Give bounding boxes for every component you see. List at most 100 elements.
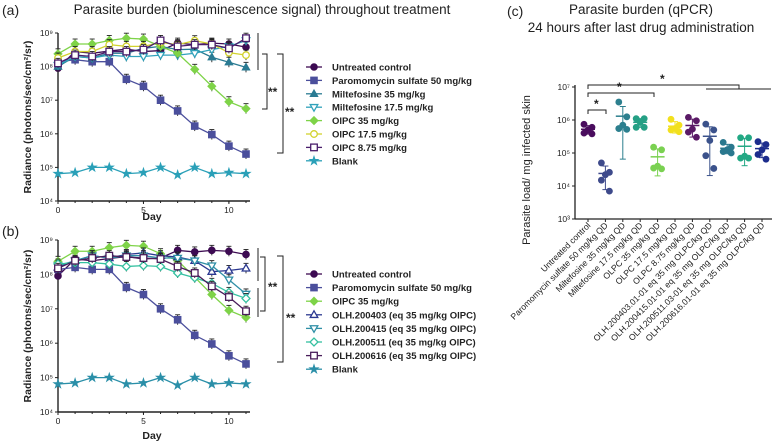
data-point (172, 254, 183, 264)
data-point (155, 51, 166, 61)
data-point (745, 134, 752, 142)
data-point (650, 164, 657, 172)
panel-b-legend: Untreated control Paromomycin sulfate 50 … (306, 270, 476, 376)
panel-a-ylabel: Radiance (photons/sec/cm²/sr) (22, 41, 34, 194)
data-point (241, 263, 251, 272)
data-point (598, 159, 605, 167)
sig-bracket (587, 84, 740, 89)
series-line (57, 376, 247, 386)
series-blank (52, 371, 252, 390)
series-line (57, 244, 247, 319)
y-tick-label: 10⁷ (40, 95, 53, 105)
data-point (242, 150, 250, 158)
data-point (632, 123, 640, 131)
legend-label: Paromomycin sulfate 50 mg/kg (332, 76, 472, 87)
data-point (636, 118, 644, 126)
data-point (137, 377, 150, 388)
group-5 (667, 115, 683, 136)
data-point (667, 115, 675, 123)
data-point (139, 45, 148, 54)
data-point (223, 166, 235, 178)
data-point (737, 134, 744, 142)
data-point (105, 251, 114, 260)
series-line (57, 59, 247, 155)
legend-label: Blank (332, 365, 359, 376)
data-point (606, 187, 613, 195)
panel-a-xlabel: Day (142, 211, 161, 223)
x-tick-label: 0 (56, 205, 61, 215)
data-point (189, 371, 201, 383)
legend-marker (309, 296, 319, 306)
data-point (693, 133, 700, 141)
series-line (57, 261, 247, 300)
group-3 (632, 115, 648, 131)
data-point (223, 276, 234, 285)
group-6 (685, 113, 700, 141)
data-point (225, 247, 233, 256)
data-point (242, 34, 250, 43)
legend-label: Paromomycin sulfate 50 mg/kg (332, 283, 472, 294)
series-olpc-8-75-mg-kg (54, 32, 250, 69)
legend-label: OlPC 35 mg/kg (332, 116, 399, 127)
legend-label: OLH.200403 (eq 35 mg/kg OlPC) (332, 310, 476, 321)
data-point (122, 283, 131, 292)
series-olpc-35-mg-kg (53, 239, 251, 323)
data-point (122, 47, 131, 56)
data-point (190, 64, 200, 74)
group-10 (754, 138, 770, 163)
data-point (103, 161, 115, 173)
panel-b-label: (b) (2, 223, 19, 239)
data-point (173, 42, 182, 51)
data-point (588, 130, 596, 138)
data-point (189, 161, 201, 173)
sig-bracket (277, 255, 284, 363)
group-4 (650, 143, 665, 177)
data-point (224, 97, 234, 107)
legend-marker (310, 63, 318, 71)
data-point (754, 138, 762, 146)
data-point (190, 122, 199, 130)
data-point (241, 103, 251, 114)
data-point (156, 305, 165, 313)
y-tick-label: 10⁴ (40, 196, 53, 206)
data-point (208, 246, 216, 255)
data-point (208, 130, 216, 139)
sig-bracket (260, 256, 266, 312)
data-point (207, 289, 217, 300)
data-point (224, 293, 233, 301)
sig-label: * (660, 72, 665, 86)
legend-label: OlPC 35 mg/kg (332, 297, 399, 308)
data-point (154, 371, 167, 383)
data-point (675, 128, 683, 136)
data-point (223, 265, 234, 274)
data-point (54, 264, 62, 273)
data-point (190, 40, 199, 49)
legend-marker (309, 115, 319, 126)
x-tick-label: 5 (141, 416, 146, 426)
data-point (206, 167, 218, 179)
data-point (758, 146, 766, 154)
y-tick-label: 10⁹ (40, 235, 53, 245)
series-line (57, 166, 247, 176)
panel-a-plot: 10⁴ 10⁵ 10⁶ 10⁷ 10⁸ 10⁹ 0 5 10 (40, 28, 252, 215)
data-point (190, 331, 199, 340)
legend-marker (309, 325, 319, 334)
legend-label: Miltefosine 17.5 mg/kg (332, 103, 434, 114)
data-point (103, 371, 115, 383)
data-point (242, 360, 250, 368)
data-point (86, 371, 98, 383)
data-point (71, 256, 80, 265)
data-point (190, 248, 199, 256)
data-point (189, 257, 200, 266)
legend-label: OLH.200415 (eq 35 mg/kg OlPC) (332, 324, 476, 335)
data-point (54, 59, 62, 68)
legend-marker (308, 363, 320, 374)
y-tick-label: 10⁵ (557, 148, 570, 158)
data-point (241, 293, 251, 304)
data-point (702, 120, 710, 128)
data-point (71, 51, 80, 60)
data-point (208, 340, 216, 348)
series-blank (52, 161, 252, 180)
data-point (737, 154, 744, 162)
y-tick-label: 10⁵ (40, 162, 53, 172)
